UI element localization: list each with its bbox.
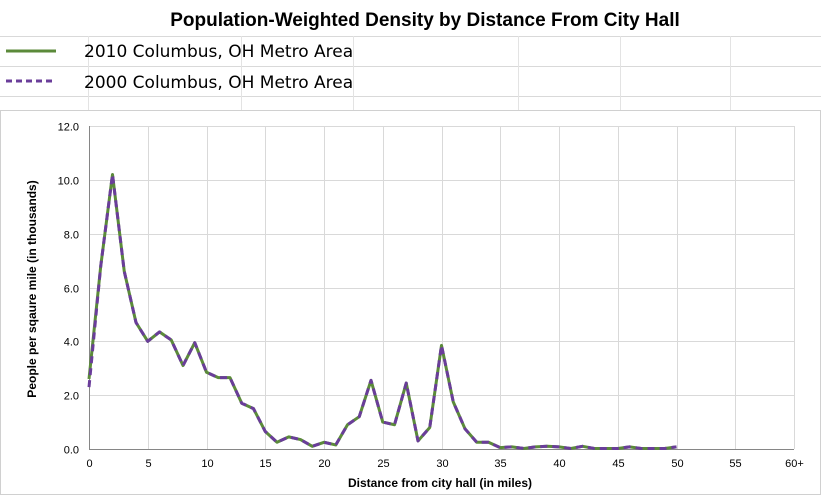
y-tick-label: 10.0 [58,176,79,188]
x-tick-label: 20 [318,458,330,470]
x-tick-label: 10 [201,458,213,470]
x-tick-label: 50 [671,458,683,470]
plot-axes [89,126,794,450]
y-tick-label: 4.0 [64,337,79,349]
y-tick-label: 8.0 [64,230,79,242]
x-tick-label: 15 [259,458,271,470]
legend-label-2010: 2010 Columbus, OH Metro Area [84,42,353,62]
y-tick-label: 12.0 [58,122,79,134]
x-axis-title: Distance from city hall (in miles) [348,476,532,490]
y-tick-labels: 0.0 2.0 4.0 6.0 8.0 10.0 12.0 [58,122,79,457]
x-tick-label: 5 [145,458,151,470]
series-line-2010 [87,172,677,450]
x-tick-label: 25 [377,458,389,470]
x-tick-label: 55 [729,458,741,470]
series-lines [87,172,677,450]
chart-title: Population-Weighted Density by Distance … [170,10,680,31]
x-tick-label: 30 [436,458,448,470]
x-tick-labels: 0 5 10 15 20 25 30 35 40 45 50 55 60+ [86,458,803,470]
x-tick-label: 35 [494,458,506,470]
plot-gridlines [89,126,795,449]
y-tick-label: 0.0 [64,445,79,457]
y-tick-label: 6.0 [64,284,79,296]
x-tick-label: 45 [612,458,624,470]
x-tick-label: 0 [86,458,92,470]
x-tick-label: 60+ [785,458,804,470]
legend-label-2000: 2000 Columbus, OH Metro Area [84,73,353,93]
x-tick-label: 40 [553,458,565,470]
series-line-2000 [87,172,677,450]
y-tick-label: 2.0 [64,391,79,403]
y-axis-title: People per sqaure mile (in thousands) [25,180,39,397]
legend: 2010 Columbus, OH Metro Area 2000 Columb… [6,42,353,93]
